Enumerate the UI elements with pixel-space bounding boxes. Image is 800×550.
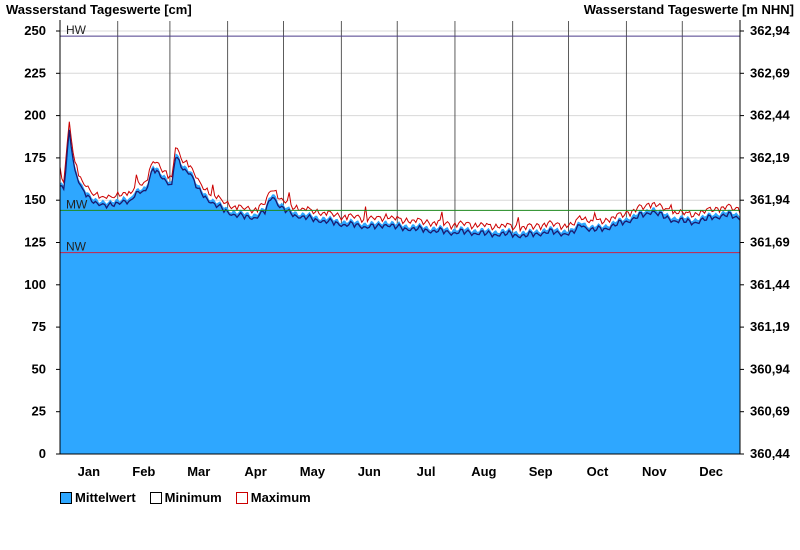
- left-tick-label: 225: [24, 65, 46, 80]
- month-label: Nov: [642, 464, 667, 479]
- left-tick-label: 50: [32, 361, 46, 376]
- min-line: [59, 129, 741, 239]
- min-swatch: [149, 491, 162, 504]
- month-label: Jun: [358, 464, 381, 479]
- legend-item-max: Maximum: [235, 490, 311, 505]
- left-tick-label: 25: [32, 404, 46, 419]
- legend: Mittelwert Minimum Maximum: [60, 490, 311, 505]
- left-axis-title: Wasserstand Tageswerte [cm]: [6, 2, 192, 17]
- left-tick-label: 100: [24, 277, 46, 292]
- right-tick-label: 360,44: [750, 446, 791, 461]
- legend-item-min: Minimum: [149, 490, 222, 505]
- right-tick-label: 362,44: [750, 108, 791, 123]
- max-swatch: [235, 491, 248, 504]
- reference-label-mw: MW: [66, 197, 88, 211]
- reference-label-hw: HW: [66, 23, 87, 37]
- legend-label-max: Maximum: [250, 490, 311, 505]
- month-label: Aug: [471, 464, 496, 479]
- right-tick-label: 360,69: [750, 404, 790, 419]
- right-tick-label: 361,19: [750, 319, 790, 334]
- right-axis-title: Wasserstand Tageswerte [m NHN]: [583, 2, 794, 17]
- legend-item-mean: Mittelwert: [60, 490, 136, 505]
- mean-area: [60, 126, 740, 455]
- legend-label-min: Minimum: [164, 490, 222, 505]
- mean-swatch: [60, 491, 72, 504]
- right-tick-label: 361,69: [750, 235, 790, 250]
- month-label: May: [300, 464, 326, 479]
- month-label: Jan: [78, 464, 100, 479]
- reference-lines: HW MW NW: [60, 23, 740, 254]
- right-tick-label: 362,94: [750, 23, 791, 38]
- month-label: Sep: [529, 464, 553, 479]
- max-line: [59, 121, 741, 233]
- left-tick-label: 0: [39, 446, 46, 461]
- data-area: [59, 121, 741, 455]
- left-tick-label: 200: [24, 108, 46, 123]
- left-tick-label: 125: [24, 235, 46, 250]
- month-label: Oct: [587, 464, 609, 479]
- right-tick-label: 361,94: [750, 192, 791, 207]
- month-label: Apr: [244, 464, 266, 479]
- left-tick-label: 150: [24, 192, 46, 207]
- left-tick-label: 175: [24, 150, 46, 165]
- axes: Jan Feb Mar Apr May Jun Jul Aug Sep Oct Nov Dec 0 360…: [24, 20, 791, 479]
- month-label: Feb: [132, 464, 155, 479]
- right-tick-label: 361,44: [750, 277, 791, 292]
- month-label: Jul: [417, 464, 436, 479]
- month-label: Dec: [699, 464, 723, 479]
- legend-label-mean: Mittelwert: [75, 490, 136, 505]
- left-tick-label: 250: [24, 23, 46, 38]
- right-tick-label: 362,69: [750, 65, 790, 80]
- reference-label-nw: NW: [66, 240, 87, 254]
- right-tick-label: 362,19: [750, 150, 790, 165]
- month-label: Mar: [187, 464, 210, 479]
- left-tick-label: 75: [32, 319, 46, 334]
- right-tick-label: 360,94: [750, 361, 791, 376]
